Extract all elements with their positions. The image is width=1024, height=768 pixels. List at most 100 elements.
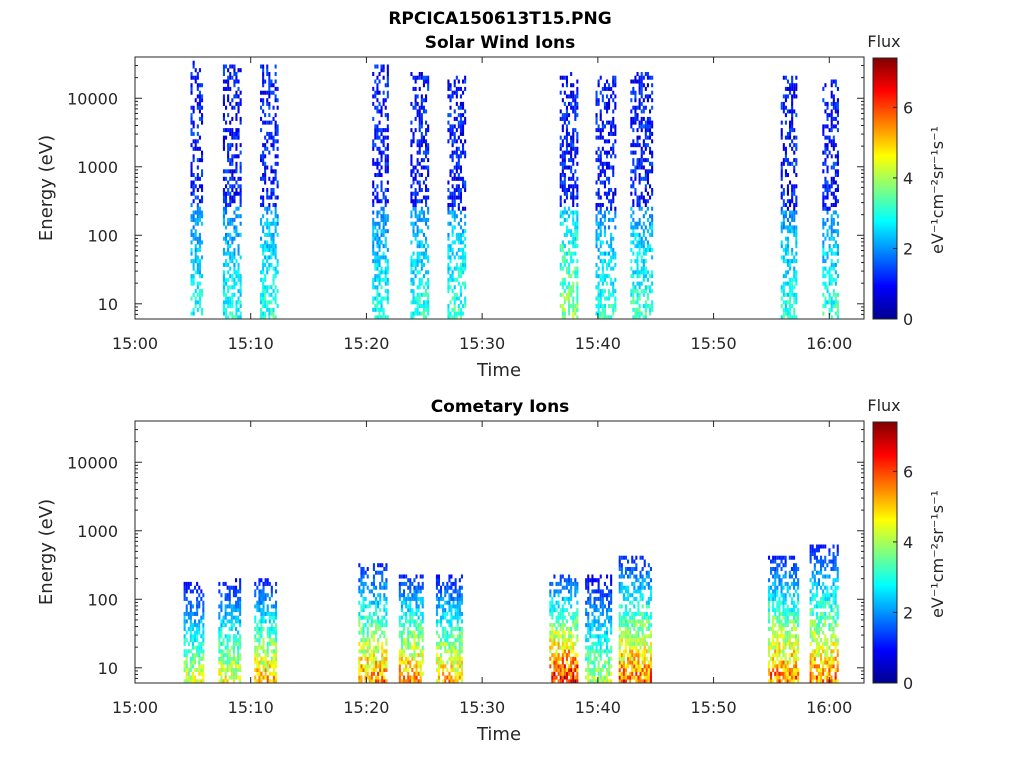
spectrogram-cell	[384, 315, 387, 320]
spectrogram-cell	[826, 289, 829, 294]
spectrogram-cell	[568, 206, 571, 211]
spectrogram-cell	[599, 623, 602, 628]
spectrogram-cell	[549, 645, 552, 650]
spectrogram-cell	[260, 292, 263, 297]
spectrogram-cell	[563, 596, 566, 601]
spectrogram-cell	[233, 229, 236, 234]
spectrogram-cell	[228, 653, 231, 658]
spectrogram-cell	[416, 139, 419, 144]
spectrogram-cell	[225, 240, 228, 245]
spectrogram-cell	[274, 94, 277, 99]
spectrogram-cell	[464, 184, 467, 189]
spectrogram-cell	[372, 221, 375, 226]
spectrogram-cell	[830, 83, 833, 88]
spectrogram-cell	[603, 105, 606, 110]
spectrogram-cell	[239, 289, 242, 294]
spectrogram-cell	[196, 630, 199, 635]
spectrogram-cell	[274, 169, 277, 174]
spectrogram-cell	[606, 86, 609, 91]
spectrogram-cell	[385, 679, 388, 684]
spectrogram-cell	[640, 90, 643, 95]
spectrogram-cell	[379, 679, 382, 684]
spectrogram-cell	[384, 113, 387, 118]
spectrogram-cell	[360, 664, 363, 669]
spectrogram-cell	[780, 206, 783, 211]
spectrogram-cell	[634, 165, 637, 170]
spectrogram-cell	[362, 585, 365, 590]
spectrogram-cell	[795, 300, 798, 305]
spectrogram-cell	[235, 116, 238, 121]
spectrogram-cell	[196, 83, 199, 88]
spectrogram-cell	[194, 68, 197, 73]
spectrogram-cell	[276, 232, 279, 237]
spectrogram-cell	[222, 307, 225, 312]
spectrogram-cell	[614, 296, 617, 301]
spectrogram-cell	[572, 240, 575, 245]
spectrogram-cell	[368, 653, 371, 658]
spectrogram-cell	[194, 675, 197, 680]
spectrogram-cell	[416, 300, 419, 305]
spectrogram-cell	[418, 277, 421, 282]
spectrogram-cell	[640, 158, 643, 163]
spectrogram-cell	[418, 296, 421, 301]
spectrogram-cell	[419, 649, 422, 654]
spectrogram-cell	[254, 656, 257, 661]
spectrogram-cell	[266, 217, 269, 222]
spectrogram-cell	[780, 240, 783, 245]
spectrogram-cell	[565, 270, 568, 275]
spectrogram-cell	[782, 199, 785, 204]
spectrogram-cell	[549, 589, 552, 594]
y-tick-label: 1000	[77, 158, 118, 177]
spectrogram-cell	[372, 72, 375, 77]
spectrogram-cell	[576, 188, 579, 193]
spectrogram-cell	[254, 589, 257, 594]
spectrogram-cell	[459, 94, 462, 99]
spectrogram-cell	[189, 626, 192, 631]
spectrogram-cell	[410, 120, 413, 125]
spectrogram-cell	[376, 244, 379, 249]
spectrogram-cell	[425, 255, 428, 260]
spectrogram-cell	[266, 165, 269, 170]
spectrogram-cell	[235, 214, 238, 219]
spectrogram-cell	[576, 135, 579, 140]
spectrogram-cell	[275, 615, 278, 620]
spectrogram-cell	[183, 593, 186, 598]
spectrogram-cell	[553, 574, 556, 579]
spectrogram-cell	[427, 83, 430, 88]
spectrogram-cell	[383, 634, 386, 639]
spectrogram-cell	[444, 600, 447, 605]
spectrogram-cell	[791, 109, 794, 114]
spectrogram-cell	[599, 240, 602, 245]
spectrogram-cell	[239, 274, 242, 279]
spectrogram-cell	[220, 623, 223, 628]
spectrogram-cell	[230, 671, 233, 676]
spectrogram-cell	[372, 225, 375, 230]
spectrogram-cell	[190, 247, 193, 252]
spectrogram-cell	[274, 161, 277, 166]
spectrogram-cell	[417, 623, 420, 628]
spectrogram-cell	[239, 68, 242, 73]
spectrogram-cell	[568, 634, 571, 639]
spectrogram-cell	[272, 619, 275, 624]
spectrogram-cell	[268, 262, 271, 267]
spectrogram-cell	[457, 311, 460, 316]
spectrogram-cell	[196, 259, 199, 264]
spectrogram-cell	[451, 206, 454, 211]
spectrogram-cell	[595, 634, 598, 639]
spectrogram-cell	[222, 285, 225, 290]
spectrogram-cell	[455, 251, 458, 256]
spectrogram-cell	[225, 64, 228, 69]
spectrogram-cell	[230, 585, 233, 590]
spectrogram-cell	[457, 188, 460, 193]
spectrogram-cell	[272, 251, 275, 256]
spectrogram-cell	[610, 626, 613, 631]
spectrogram-cell	[411, 630, 414, 635]
spectrogram-cell	[422, 180, 425, 185]
spectrogram-cell	[377, 570, 380, 575]
spectrogram-cell	[272, 604, 275, 609]
spectrogram-cell	[576, 113, 579, 118]
spectrogram-cell	[557, 641, 560, 646]
spectrogram-cell	[194, 195, 197, 200]
spectrogram-cell	[450, 585, 453, 590]
spectrogram-cell	[618, 664, 621, 669]
